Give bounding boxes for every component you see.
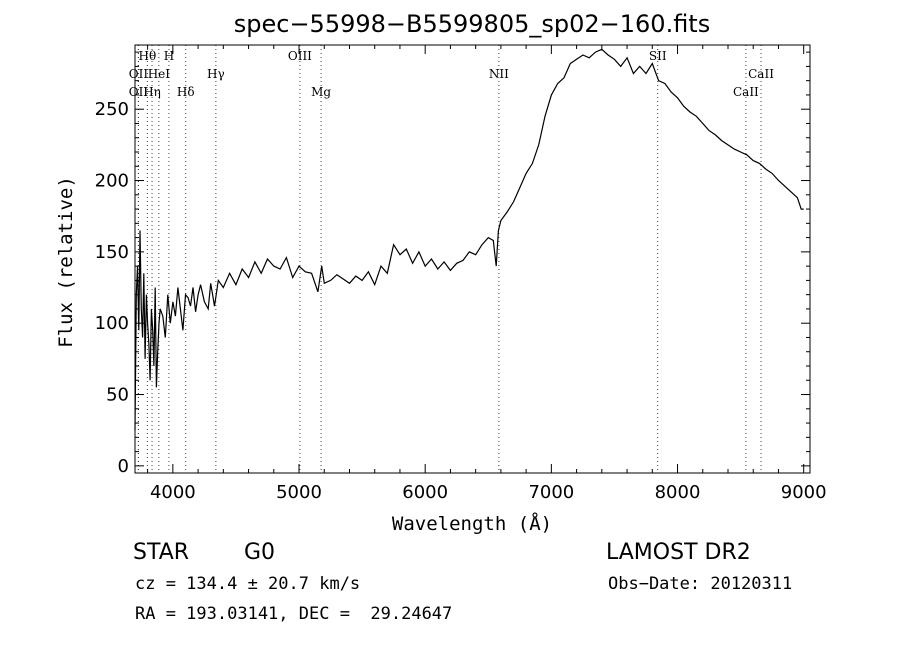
observation-date: Obs−Date: 20120311: [608, 574, 793, 594]
object-subclass: G0: [244, 540, 276, 565]
x-axis-label: Wavelength (Å): [392, 512, 552, 535]
x-tick-label: 8000: [655, 482, 701, 503]
coordinates: RA = 193.03141, DEC = 29.24647: [135, 604, 453, 624]
line-marker-label: Hδ: [177, 85, 195, 99]
y-tick-label: 200: [95, 171, 129, 192]
x-tick-label: 7000: [528, 482, 574, 503]
line-marker-label: Hγ: [207, 67, 225, 81]
survey-name: LAMOST DR2: [606, 540, 751, 565]
plot-frame: [134, 44, 811, 474]
y-tick-label: 0: [118, 456, 129, 477]
y-tick-label: 150: [95, 242, 129, 263]
redshift-cz: cz = 134.4 ± 20.7 km/s: [135, 574, 361, 594]
line-marker-label: OII: [129, 85, 149, 99]
line-marker-label: H: [164, 49, 174, 63]
x-tick-label: 5000: [276, 482, 322, 503]
line-marker-label: OIII: [288, 49, 312, 63]
y-axis-ticks: 0 50 100 150 200 250: [95, 51, 810, 477]
spectrum-line: [134, 48, 804, 431]
line-marker-label: SII: [649, 49, 667, 63]
y-tick-label: 50: [106, 385, 129, 406]
x-axis-ticks: 4000 5000 6000 7000 8000 9000: [147, 45, 827, 503]
line-marker-label: NII: [489, 67, 509, 81]
line-marker-label: CaII: [748, 67, 774, 81]
line-marker-label: HeI: [148, 67, 171, 81]
line-marker-label: CaII: [733, 85, 759, 99]
x-tick-label: 4000: [150, 482, 196, 503]
x-tick-label: 9000: [781, 482, 827, 503]
x-tick-label: 6000: [402, 482, 448, 503]
chart-title: spec−55998−B5599805_sp02−160.fits: [234, 10, 710, 38]
y-tick-label: 100: [95, 313, 129, 334]
line-marker-label: Hθ: [139, 49, 157, 63]
y-tick-label: 250: [95, 99, 129, 120]
object-class: STAR: [133, 540, 190, 565]
line-marker-label: Mg: [311, 85, 331, 99]
line-marker-label: Hη: [143, 85, 161, 99]
y-axis-label: Flux (relative): [55, 176, 77, 348]
